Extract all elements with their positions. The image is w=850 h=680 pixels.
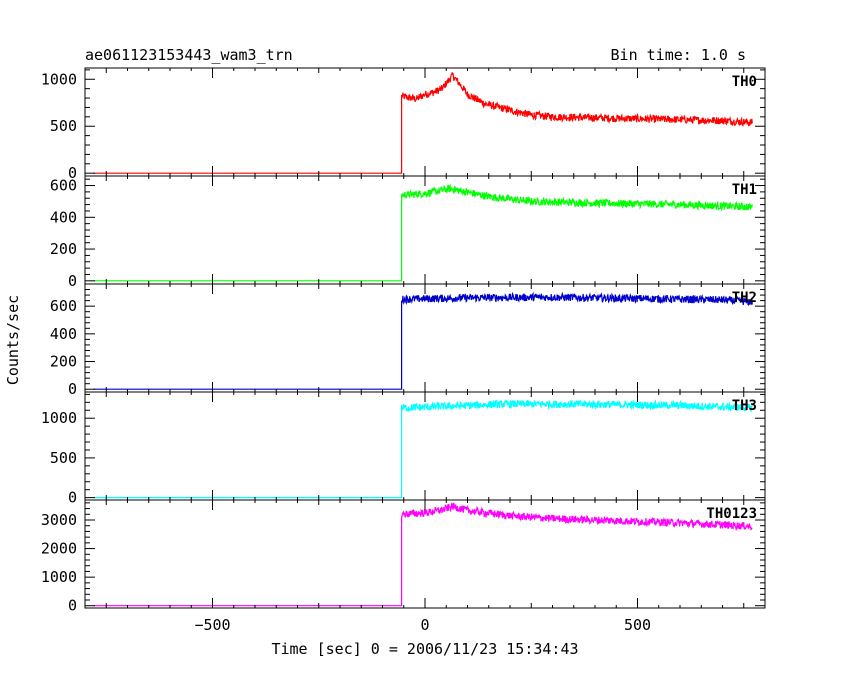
y-tick-label: 2000: [41, 540, 77, 558]
panel-label-th0: TH0: [732, 74, 757, 90]
y-tick-label: 500: [50, 449, 77, 467]
y-tick-label: 600: [50, 177, 77, 195]
chart-subtitle: Bin time: 1.0 s: [611, 46, 746, 64]
y-tick-label: 3000: [41, 511, 77, 529]
x-tick-label: 500: [624, 616, 651, 634]
y-tick-label: 500: [50, 117, 77, 135]
panel-label-th3: TH3: [732, 398, 757, 414]
y-tick-label: 600: [50, 297, 77, 315]
panel-label-th0123: TH0123: [706, 506, 757, 522]
y-tick-label: 1000: [41, 568, 77, 586]
panel-frame-th0123: [84, 499, 766, 609]
x-tick-label: −500: [194, 616, 230, 634]
panel-label-th2: TH2: [732, 290, 757, 306]
y-axis-title: Counts/sec: [4, 295, 22, 385]
panel-label-th1: TH1: [732, 182, 757, 198]
series-line-th1: [93, 183, 753, 282]
y-tick-label: 400: [50, 325, 77, 343]
y-tick-label: 0: [68, 597, 77, 615]
chart-title: ae061123153443_wam3_trn: [85, 46, 293, 64]
y-tick-label: 200: [50, 240, 77, 258]
x-axis-title: Time [sec] 0 = 2006/11/23 15:34:43: [271, 640, 578, 658]
series-line-th0: [93, 72, 753, 174]
y-tick-label: 400: [50, 208, 77, 226]
y-tick-label: 0: [68, 272, 77, 290]
y-tick-label: 1000: [41, 70, 77, 88]
panels-group: TH0 0 500 1000 TH1 0 200 400 600 TH2 0 200 400 600 TH3…: [41, 67, 766, 634]
panel-frame-th3: [84, 391, 766, 501]
x-tick-label: 0: [420, 616, 429, 634]
panel-frame-th0: [84, 67, 766, 177]
y-tick-label: 200: [50, 353, 77, 371]
series-line-th0123: [93, 502, 753, 607]
y-tick-label: 0: [68, 380, 77, 398]
series-line-th2: [93, 291, 753, 390]
y-tick-label: 1000: [41, 409, 77, 427]
series-line-th3: [93, 399, 753, 499]
y-tick-label: 0: [68, 489, 77, 507]
y-tick-label: 0: [68, 164, 77, 182]
